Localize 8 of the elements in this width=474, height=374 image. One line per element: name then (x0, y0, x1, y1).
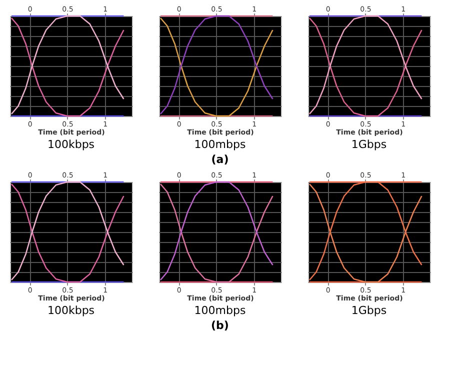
text: 100kbps (47, 304, 95, 317)
text: 100kbps (47, 138, 95, 151)
text: 100mbps (194, 304, 246, 317)
text: 1Gbps (351, 138, 387, 151)
text: (a) (211, 153, 229, 166)
text: (b) (211, 319, 229, 332)
text: 1Gbps (351, 304, 387, 317)
text: 100mbps (194, 138, 246, 151)
